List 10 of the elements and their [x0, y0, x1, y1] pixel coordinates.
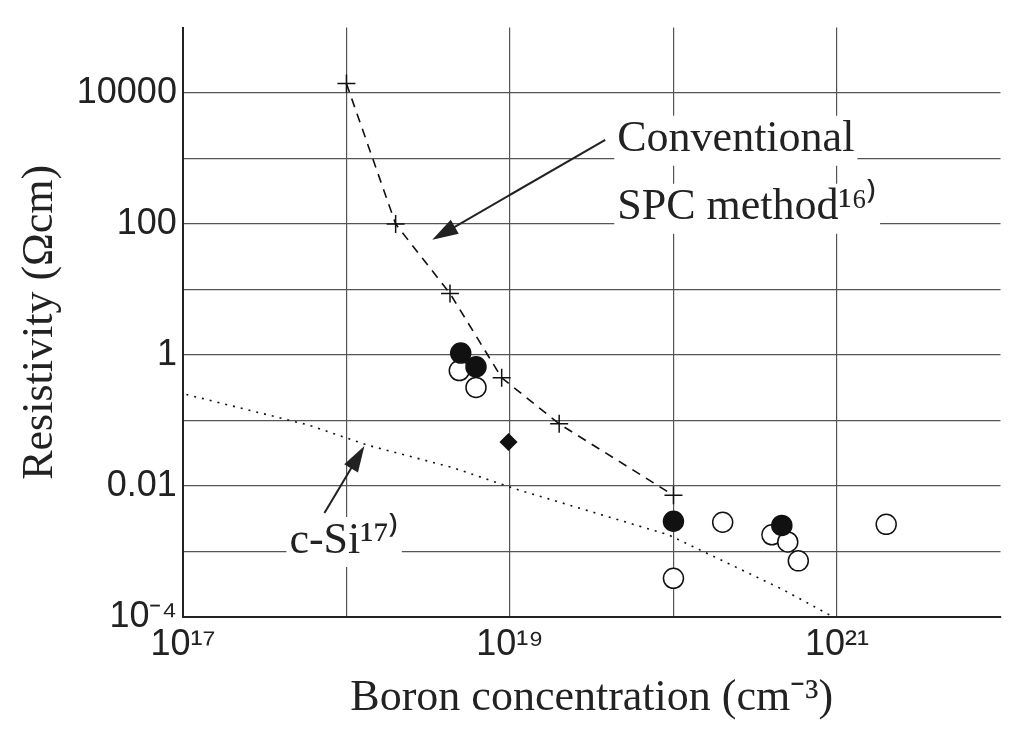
x-tick-label: 10¹⁹: [476, 621, 544, 663]
y-tick-label: 100: [116, 200, 177, 242]
y-tick-label: 1: [156, 331, 177, 373]
x-tick-label: 10²¹: [804, 621, 869, 663]
y-axis-title: Resistivity (Ωcm): [12, 164, 62, 480]
x-axis-title: Boron concentration (cm⁻³): [350, 671, 834, 721]
annotation: Conventional SPC method¹⁶⁾: [617, 112, 878, 230]
y-tick-label: 10000: [76, 70, 177, 112]
y-tick-label: 0.01: [106, 462, 177, 504]
annotation: c-Si¹⁷⁾: [289, 512, 399, 563]
